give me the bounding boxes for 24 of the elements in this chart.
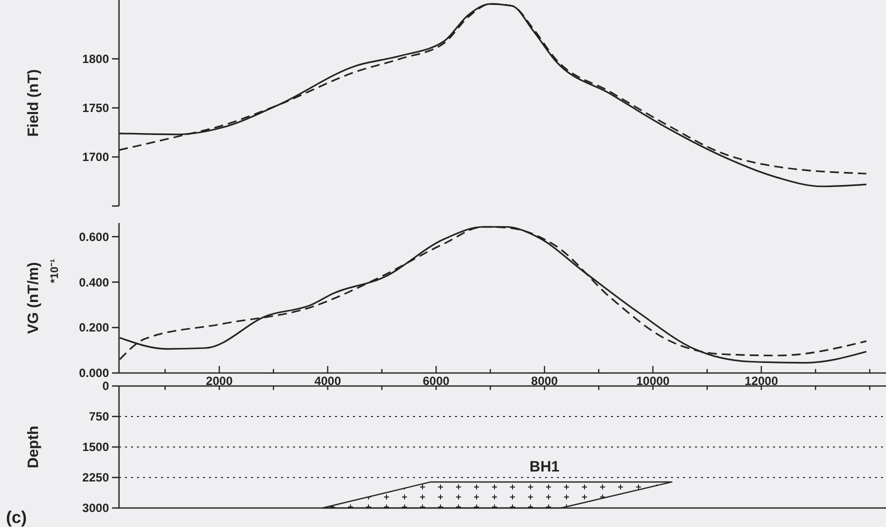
x-tick-label: 8000 [531, 374, 558, 388]
x-tick-label: 12000 [744, 374, 778, 388]
text: (c) [6, 508, 27, 527]
y-tick-label: 0.200 [78, 320, 110, 335]
y-axis-title: VG (nT/m) [25, 262, 42, 334]
annotation: BH1 [530, 458, 560, 476]
y-tick-label: 1800 [82, 52, 110, 66]
y-axis-title: Depth [25, 426, 42, 468]
y-tick-label: 2250 [82, 470, 110, 485]
y-tick-label: 0.000 [78, 366, 110, 380]
x-tick-label: 2000 [206, 374, 233, 388]
x-tick-label: 4000 [314, 374, 342, 388]
y-tick-label: 0 [102, 379, 110, 394]
x-tick-label: 6000 [422, 374, 450, 388]
x-tick-label: 10000 [636, 374, 670, 388]
y-tick-label: 3000 [82, 501, 110, 516]
y-tick-label: 0.600 [78, 230, 110, 244]
text: *10⁻¹ [49, 258, 61, 284]
y-tick-label: 1700 [82, 150, 110, 164]
y-tick-label: 1500 [82, 440, 110, 454]
y-axis-title: Field (nT) [25, 69, 42, 137]
y-tick-label: 0.400 [78, 275, 110, 290]
y-tick-label: 1750 [82, 101, 110, 116]
y-tick-label: 750 [88, 410, 110, 424]
